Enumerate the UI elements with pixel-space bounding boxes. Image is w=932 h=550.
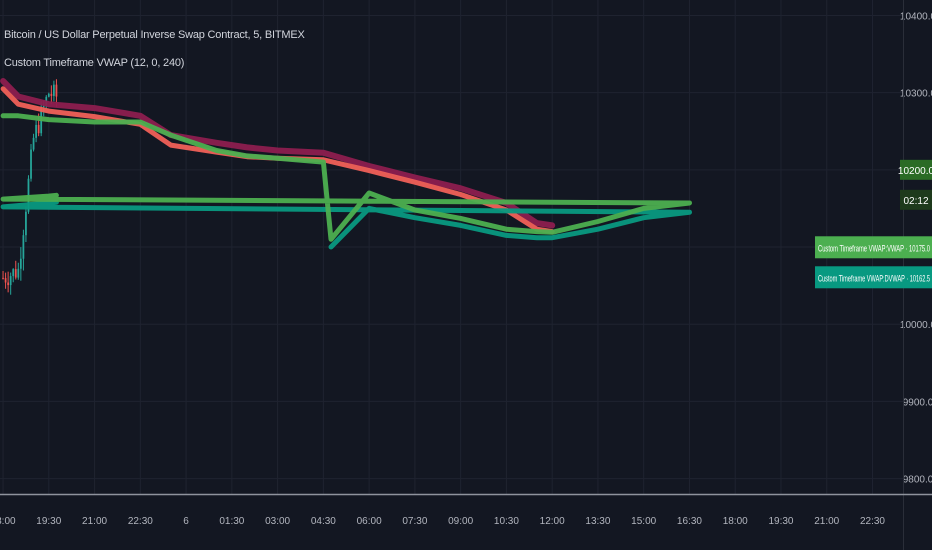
price-tick-label: 10000.0	[900, 320, 932, 331]
time-tick-label: 19:30	[768, 516, 793, 527]
candle-body[interactable]	[42, 105, 45, 107]
vwap-label-badge	[815, 236, 932, 259]
last-price-badge	[900, 159, 932, 180]
time-tick-label: 21:00	[814, 516, 839, 527]
candle-body[interactable]	[25, 211, 27, 236]
dvwap-label-badge	[815, 266, 932, 289]
candle-body[interactable]	[12, 269, 15, 277]
series-line-vwap[interactable]	[0, 113, 692, 242]
time-tick-label: 03:00	[265, 516, 290, 527]
vwap-lines[interactable]	[0, 78, 692, 250]
grid	[0, 0, 903, 494]
series-line-dvwap[interactable]	[0, 199, 692, 250]
candle-body[interactable]	[7, 282, 10, 286]
dvwap-value-label: Custom Timeframe VWAP:DVWAP · 10162.5	[818, 273, 930, 283]
time-tick-label: 13:30	[585, 516, 610, 527]
time-tick-label: 22:30	[860, 516, 885, 527]
candle-body[interactable]	[50, 93, 53, 96]
candle-body[interactable]	[35, 124, 37, 138]
candle-body[interactable]	[30, 149, 32, 179]
time-tick-label: 01:30	[219, 516, 244, 527]
time-tick-label: 18:00	[0, 516, 16, 527]
last-price-label: 10200.0	[898, 166, 932, 177]
time-tick-label: 6	[183, 516, 189, 527]
candle-body[interactable]	[17, 268, 20, 278]
vwap-value-label: Custom Timeframe VWAP:VWAP · 10175.0	[818, 243, 930, 253]
candle-body[interactable]	[55, 84, 58, 97]
countdown-label: 02:12	[903, 196, 928, 207]
time-tick-label: 18:00	[723, 516, 748, 527]
candle-body[interactable]	[22, 235, 25, 259]
candle-body[interactable]	[37, 124, 40, 134]
candle-body[interactable]	[9, 276, 12, 286]
indicator-title[interactable]: Custom Timeframe VWAP (12, 0, 240)	[4, 57, 185, 69]
time-tick-label: 06:00	[357, 516, 382, 527]
countdown-badge	[900, 189, 932, 210]
candle-body[interactable]	[47, 93, 50, 97]
series-line-dvwap-previous[interactable]	[0, 78, 556, 229]
candle-body[interactable]	[4, 278, 7, 283]
price-tick-label: 9800.0	[903, 475, 932, 486]
candle-body[interactable]	[14, 269, 17, 278]
price-tick-label: 9900.0	[903, 397, 932, 408]
price-tick-label: 10300.0	[900, 89, 932, 100]
candle-body[interactable]	[53, 84, 55, 96]
time-tick-label: 22:30	[128, 516, 153, 527]
time-tick-label: 10:30	[494, 516, 519, 527]
time-tick-label: 09:00	[448, 516, 473, 527]
time-tick-label: 19:30	[36, 516, 61, 527]
price-labels: 10200.0 02:12 Custom Timeframe VWAP:VWAP ·…	[815, 159, 932, 289]
time-tick-label: 07:30	[402, 516, 427, 527]
candle-body[interactable]	[32, 137, 35, 150]
candle-body[interactable]	[2, 277, 4, 279]
time-tick-label: 04:30	[311, 516, 336, 527]
time-tick-label: 21:00	[82, 516, 107, 527]
time-tick-label: 15:00	[631, 516, 656, 527]
candle-body[interactable]	[19, 258, 22, 269]
time-tick-label: 16:30	[677, 516, 702, 527]
price-tick-label: 10400.0	[900, 11, 932, 22]
symbol-title[interactable]: Bitcoin / US Dollar Perpetual Inverse Sw…	[4, 29, 305, 41]
time-tick-label: 12:00	[540, 516, 565, 527]
